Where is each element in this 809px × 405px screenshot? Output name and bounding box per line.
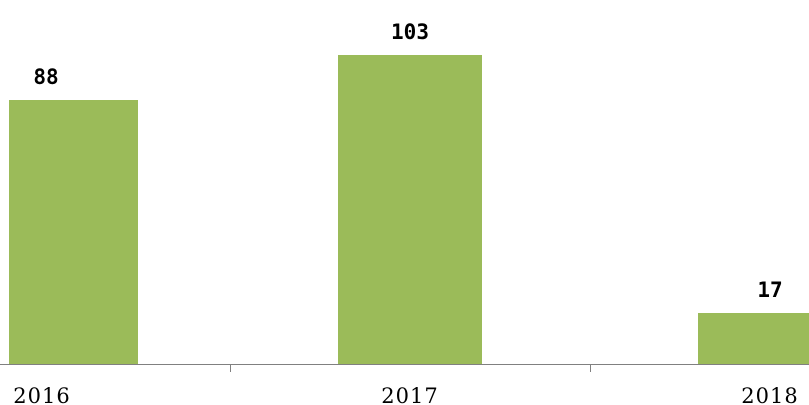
x-tick-labels-group: 2016 2017 2018: [13, 384, 798, 405]
x-tick-label-2018: 2018: [741, 384, 798, 405]
x-tick-label-2017: 2017: [381, 384, 438, 405]
data-labels-group: 88 103 17: [33, 20, 782, 302]
bar-2016: [9, 100, 138, 364]
x-tick-label-2016: 2016: [13, 384, 70, 405]
bars-group: [9, 55, 809, 364]
data-label-2016: 88: [33, 65, 58, 89]
data-label-2017: 103: [391, 20, 429, 44]
bar-2017: [338, 55, 482, 364]
data-label-2018: 17: [757, 278, 782, 302]
bar-2018: [698, 313, 809, 364]
x-axis: [0, 364, 809, 372]
x-axis-ticks: [230, 365, 591, 372]
